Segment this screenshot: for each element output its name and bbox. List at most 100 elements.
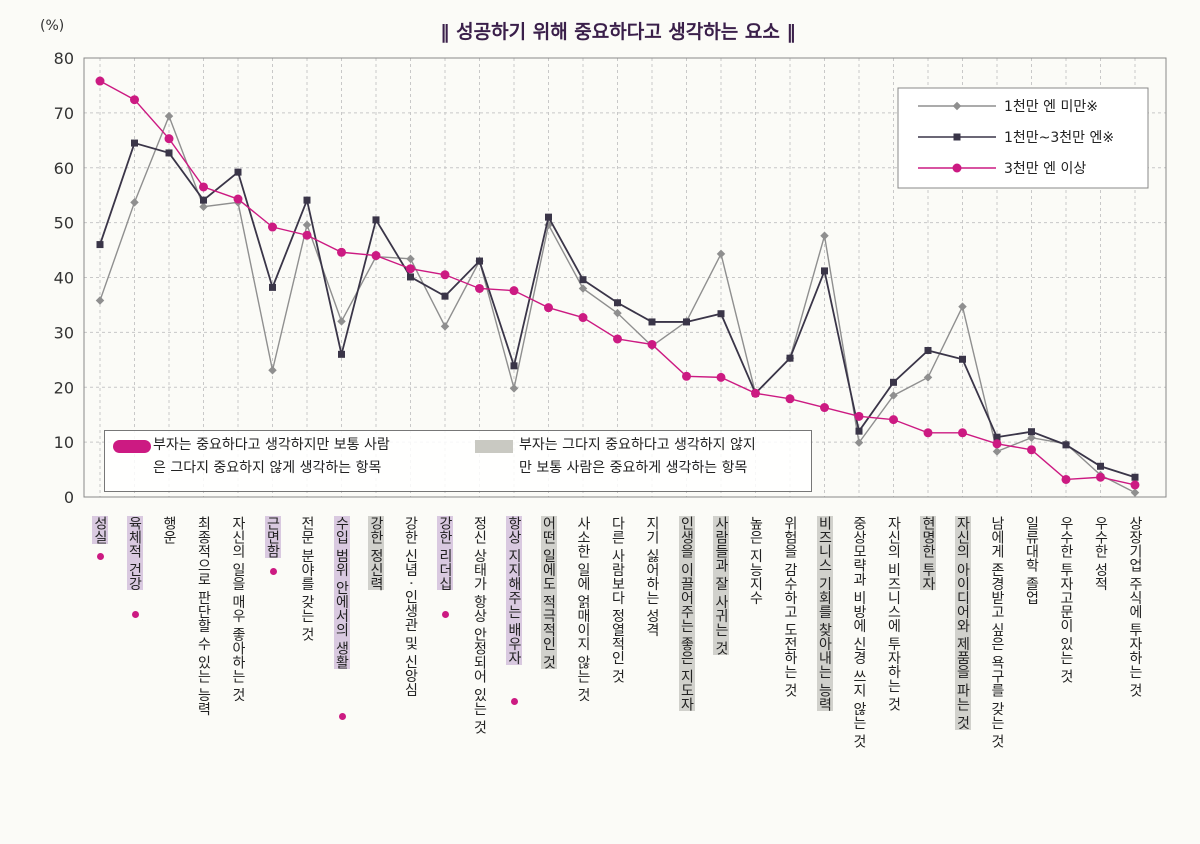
data-point — [372, 216, 380, 224]
data-point — [923, 373, 933, 382]
data-point — [303, 196, 311, 204]
x-tick-label: 남에게 존경받고 싶은 욕구를 갖는 것 — [989, 516, 1005, 749]
data-point — [338, 350, 345, 358]
x-tick-label: 근면함 — [264, 516, 281, 558]
plot-frame — [83, 57, 1167, 498]
y-tick-label: 0 — [64, 488, 74, 507]
data-point — [371, 251, 381, 261]
data-point — [958, 428, 967, 438]
data-point — [509, 384, 519, 393]
x-tick-label: 강한 리더십 — [437, 516, 453, 591]
data-point — [165, 149, 173, 157]
y-tick-label: 20 — [54, 378, 74, 397]
data-point — [164, 111, 174, 121]
data-point — [854, 438, 864, 447]
pink-highlight-dot — [131, 611, 139, 618]
y-axis-label: (%) — [40, 18, 64, 34]
x-tick-label: 우수한 성적 — [1092, 516, 1109, 591]
x-tick-label: 다른 사람보다 정열적인 것 — [609, 516, 626, 684]
data-point — [614, 299, 621, 307]
data-point — [959, 355, 966, 363]
data-point — [510, 362, 518, 370]
data-point — [406, 254, 415, 264]
data-point — [648, 318, 656, 326]
x-tick-label: 자신의 일을 매우 좋아하는 것 — [230, 516, 246, 702]
data-point — [751, 388, 760, 398]
data-point — [717, 310, 725, 318]
x-tick-label: 자신의 비즈니스에 투자하는 것 — [885, 516, 902, 712]
data-point — [683, 318, 690, 326]
x-tick-label: 행운 — [161, 516, 177, 544]
legend-label: 1천만 엔 미만※ — [1004, 99, 1098, 115]
x-tick-label: 인생을 이끌어주는 좋은 지도자 — [678, 516, 695, 712]
data-point — [786, 354, 794, 362]
data-point — [407, 273, 414, 281]
data-point — [821, 267, 828, 275]
x-tick-label: 상장기업 주식에 투자하는 것 — [1127, 516, 1143, 698]
pink-highlight-dot — [511, 698, 518, 705]
data-point — [682, 371, 691, 381]
data-point — [96, 241, 104, 249]
y-tick-label: 80 — [54, 49, 74, 68]
data-point — [855, 427, 863, 435]
x-tick-label: 항상 지지해주는 배우자 — [506, 516, 522, 665]
data-point — [924, 346, 932, 354]
legend-box — [897, 87, 1149, 189]
pink-highlight-dot — [442, 611, 449, 618]
data-point — [268, 222, 277, 232]
x-tick-label: 우수한 투자고문이 있는 것 — [1058, 516, 1074, 684]
data-point — [1027, 433, 1036, 442]
data-point — [268, 365, 277, 375]
pink-highlight-dot — [97, 553, 104, 560]
pink-note-line1: 부자는 중요하다고 생각하지만 보통 사람 — [153, 437, 390, 453]
data-point — [1096, 472, 1105, 482]
data-point — [544, 303, 553, 313]
x-tick-label: 비즈니스 기회를 찾아내는 능력 — [816, 516, 833, 712]
x-tick-label: 강한 신념 · 인생관 및 신앙심 — [402, 516, 419, 697]
data-point — [1028, 428, 1035, 436]
data-point — [440, 322, 450, 331]
data-point — [613, 334, 622, 344]
data-point — [1061, 474, 1071, 484]
data-point — [1097, 462, 1104, 470]
data-point — [302, 230, 312, 240]
chart-title: ‖ 성공하기 위해 중요하다고 생각하는 요소 ‖ — [440, 21, 796, 43]
x-tick-label: 현명한 투자 — [920, 516, 936, 591]
y-tick-label: 60 — [54, 159, 74, 178]
data-point — [820, 231, 829, 241]
gray-note-line1: 부자는 그다지 중요하다고 생각하지 않지 — [519, 437, 756, 453]
axes: 0 10 20 30 40 50 60 70 80 — [54, 49, 1167, 507]
data-point — [234, 168, 242, 176]
data-point — [890, 378, 897, 386]
data-point — [716, 249, 726, 259]
x-tick-label: 자신의 아이디어와 제품을 파는 것 — [954, 516, 971, 730]
series-layer — [95, 76, 1140, 497]
x-tick-label: 성실 — [92, 516, 108, 544]
data-point — [406, 264, 415, 274]
data-point — [95, 76, 105, 86]
data-point — [269, 283, 276, 291]
x-tick-label: 최종적으로 판단할 수 있는 능력 — [195, 516, 212, 716]
y-tick-label: 10 — [54, 433, 74, 452]
x-tick-label: 중상모략과 비방에 신경 쓰지 않는 것 — [851, 516, 867, 749]
data-point — [441, 292, 449, 300]
data-point — [199, 202, 208, 211]
data-point — [579, 276, 587, 284]
data-point — [1131, 473, 1139, 481]
data-point — [131, 139, 138, 147]
x-tick-label: 육체적 건강 — [126, 516, 143, 591]
highlight-notes-box: 부자는 중요하다고 생각하지만 보통 사람 은 그다지 중요하지 않게 생각하는… — [104, 430, 812, 492]
data-point — [1130, 488, 1140, 497]
data-point — [820, 403, 829, 413]
data-point — [1130, 480, 1140, 490]
data-point — [889, 415, 898, 425]
data-point — [302, 220, 312, 230]
data-point — [130, 95, 139, 105]
data-point — [164, 134, 174, 144]
x-tick-label: 어떤 일에도 적극적인 것 — [540, 516, 557, 670]
legend-label: 1천만~3천만 엔※ — [1004, 130, 1114, 146]
y-tick-label: 30 — [54, 323, 74, 342]
data-point — [578, 313, 588, 323]
pink-note-swatch — [113, 440, 151, 453]
gray-note-swatch — [475, 440, 513, 453]
